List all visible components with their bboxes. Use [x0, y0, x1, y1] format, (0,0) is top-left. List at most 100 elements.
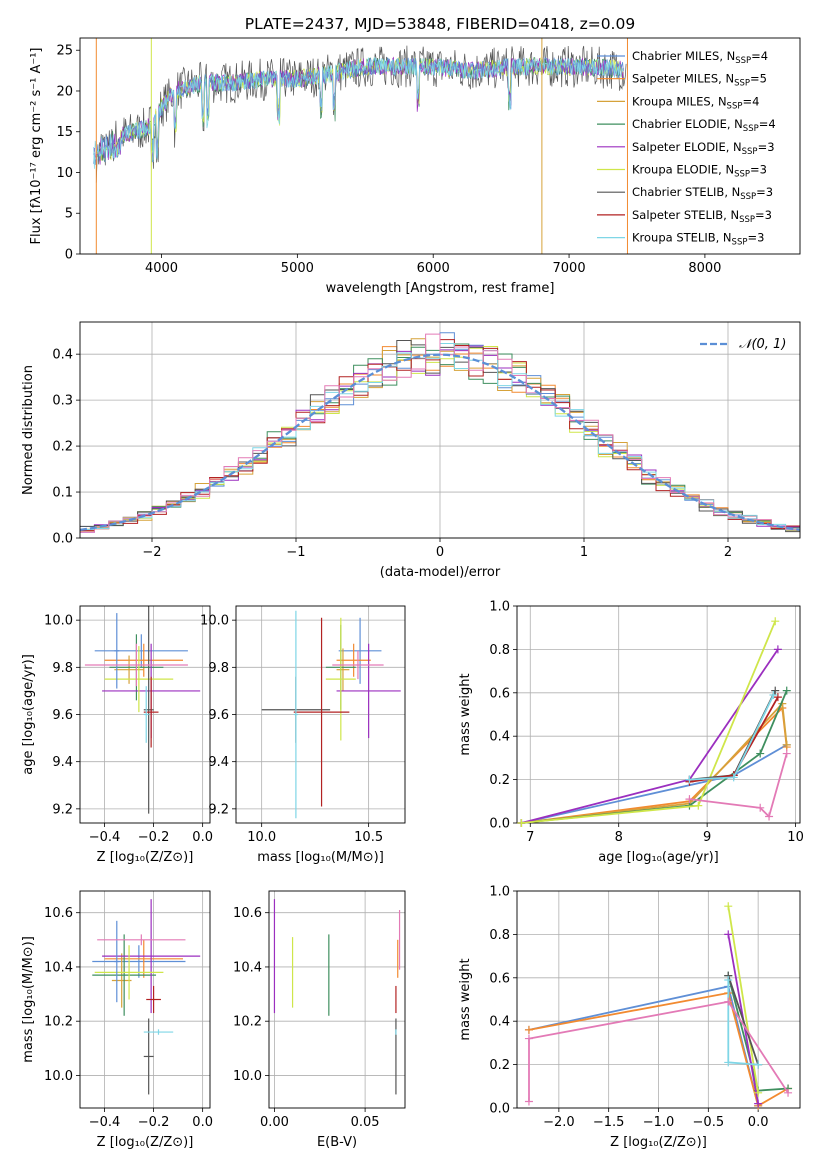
weight-marker [524, 1034, 533, 1043]
x-axis-label: wavelength [Angstrom, rest frame] [326, 281, 555, 296]
legend-label: Salpeter MILES, NSSP=5 [632, 72, 767, 89]
legend-subscript: SSP [732, 238, 748, 248]
weight-series [521, 701, 788, 824]
tick-label-x: 7000 [553, 261, 586, 276]
tick-label-x: 0 [436, 545, 444, 560]
plot-age-vs-Z: −0.4 −0.2 0.0 9.2 9.4 9.6 9.8 10.0 Z [log₁₀(Z/Z⊙… [21, 605, 213, 865]
tick-label-y: 0.6 [489, 971, 510, 986]
weight-marker [782, 686, 791, 695]
legend-value: =5 [750, 72, 767, 86]
legend-value: =4 [742, 94, 759, 108]
tick-label-y: 10.0 [233, 1069, 262, 1084]
tick-label-x: 0.00 [260, 1115, 289, 1130]
legend-label: 𝒩(0, 1) [739, 337, 786, 352]
tick-label-y: 10.0 [44, 614, 73, 629]
x-axis-label: Z [log₁₀(Z/Z⊙)] [97, 1135, 194, 1150]
legend-value: =4 [759, 117, 776, 131]
axes-frame [79, 37, 801, 255]
tick-label-y: 0.4 [52, 348, 73, 363]
weight-marker [771, 617, 780, 626]
legend-label: Chabrier ELODIE, NSSP=4 [632, 117, 776, 134]
tick-label-x: 1 [580, 545, 588, 560]
legend-label: Kroupa STELIB, NSSP=3 [632, 231, 764, 248]
weight-series [528, 1000, 789, 1102]
tick-label-y: 20 [56, 84, 73, 99]
y-axis-label: mass [log₁₀(M/M⊙)] [21, 936, 36, 1063]
weight-marker [724, 975, 733, 984]
weight-series [689, 753, 788, 819]
legend-subscript: SSP [727, 101, 743, 111]
weight-marker [769, 690, 778, 699]
tick-label-y: 0.8 [489, 643, 510, 658]
legend-value: =4 [751, 49, 768, 63]
tick-label-y: 0.6 [489, 686, 510, 701]
axes-frame [235, 605, 406, 824]
plot-area [84, 606, 201, 814]
tick-label-x: −0.4 [89, 1115, 121, 1130]
x-axis-label: mass [log₁₀(M/M⊙)] [257, 850, 384, 865]
axes-frame [516, 605, 801, 824]
tick-label-x: −0.2 [138, 830, 170, 845]
tick-label-y: 10.4 [44, 960, 73, 975]
weight-marker [729, 773, 738, 782]
tick-label-x: 4000 [145, 261, 178, 276]
histogram-series [80, 333, 800, 533]
weight-series [727, 975, 759, 1065]
weight-series [727, 906, 759, 1093]
legend-subscript: SSP [743, 124, 759, 134]
tick-label-x: 10.5 [354, 830, 383, 845]
x-axis-label: Z [log₁₀(Z/Z⊙)] [610, 1135, 707, 1150]
y-axis-label: Flux [fλ10⁻¹⁷ erg cm⁻² s⁻¹ A⁻¹] [29, 48, 44, 245]
tick-label-y: 9.6 [52, 708, 73, 723]
plot-area [80, 332, 800, 533]
plot-mass-vs-EBV: 0.00 0.05 10.0 10.2 10.4 10.6 E(B-V) [233, 890, 406, 1150]
x-axis-label: (data-model)/error [380, 565, 501, 580]
weight-marker [782, 740, 791, 749]
plot-area [93, 38, 628, 254]
legend-label: Kroupa ELODIE, NSSP=3 [632, 163, 767, 180]
weight-marker [724, 902, 733, 911]
tick-label-y: 9.4 [52, 755, 73, 770]
tick-label-y: 0.1 [52, 486, 73, 501]
spectrum-line [95, 56, 624, 162]
tick-label-y: 0.8 [489, 928, 510, 943]
tick-label-x: 0.0 [192, 1115, 213, 1130]
tick-label-x: 8000 [688, 261, 721, 276]
axes-frame [79, 605, 211, 824]
tick-label-x: −2.0 [543, 1115, 575, 1130]
tick-label-x: −0.5 [693, 1115, 725, 1130]
weight-marker [724, 997, 733, 1006]
tick-label-y: 1.0 [489, 600, 510, 615]
plot-area [92, 899, 201, 1095]
y-axis-label: age [log₁₀(age/yr)] [21, 654, 36, 775]
tick-label-y: 0 [65, 248, 73, 263]
tick-label-x: 10.0 [247, 830, 276, 845]
tick-label-x: 0.05 [351, 1115, 380, 1130]
tick-label-y: 9.8 [52, 661, 73, 676]
weight-marker [754, 1088, 763, 1097]
tick-label-y: 0.3 [52, 394, 73, 409]
tick-label-x: −1.0 [643, 1115, 675, 1130]
axes-frame [79, 321, 801, 539]
legend-value: =3 [747, 231, 764, 245]
tick-label-y: 25 [56, 44, 73, 59]
plot-area [273, 899, 401, 1095]
weight-marker [784, 1088, 793, 1097]
tick-label-y: 0.2 [489, 773, 510, 788]
weight-marker [782, 749, 791, 758]
legend-value: =3 [755, 208, 772, 222]
plot-spectrum: 4000 5000 6000 7000 8000 0 5 10 15 20 25 wavelength… [29, 37, 801, 296]
tick-label-y: 0.0 [489, 817, 510, 832]
plot-mass-vs-Z: −0.4 −0.2 0.0 10.0 10.2 10.4 10.6 Z [log₁₀(Z/Z⊙… [21, 890, 213, 1150]
weight-marker [685, 775, 694, 784]
legend-label: Salpeter STELIB, NSSP=3 [632, 208, 772, 225]
tick-label-y: 10.4 [233, 960, 262, 975]
weight-marker [524, 1097, 533, 1106]
legend-subscript: SSP [739, 215, 755, 225]
x-axis-label: Z [log₁₀(Z/Z⊙)] [97, 850, 194, 865]
weight-marker [524, 1025, 533, 1034]
tick-label-y: 10.6 [233, 906, 262, 921]
tick-label-x: 10 [787, 830, 804, 845]
tick-label-y: 10.0 [44, 1069, 73, 1084]
tick-label-x: 0.0 [192, 830, 213, 845]
